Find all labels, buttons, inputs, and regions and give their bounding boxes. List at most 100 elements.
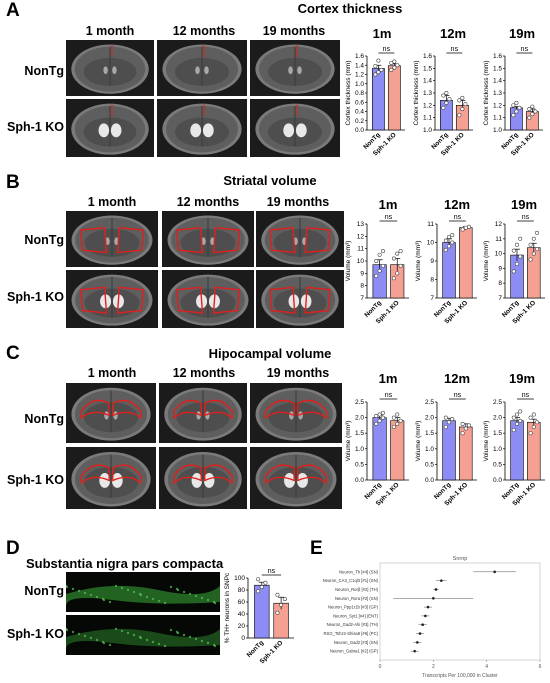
th-neuron	[169, 585, 173, 589]
th-neuron	[71, 630, 75, 634]
hippocampus-right-outline	[204, 399, 233, 420]
data-point	[395, 271, 400, 276]
y-tick-label: 2.5	[355, 399, 364, 406]
hippocampus-right-outline	[204, 464, 233, 485]
bar-sph1ko	[390, 420, 405, 481]
data-point	[443, 247, 448, 252]
chart-a-19m: Cortex thickness (mm) 1.0 1.1 1.2 1.3 1.4 1.5 1…	[481, 44, 547, 170]
cluster-point	[432, 596, 435, 600]
y-tick-label: 1.2	[355, 72, 364, 79]
y-axis-label: Cortex thickness (mm)	[413, 60, 420, 125]
th-neuron	[200, 596, 204, 600]
cluster-label: Neuron_Rorβ [#2] (TH)	[335, 587, 379, 592]
y-tick-label: 9	[360, 270, 364, 277]
data-point	[256, 589, 261, 594]
cluster-point	[440, 579, 443, 582]
th-neuron	[157, 642, 161, 646]
bar-sph1ko	[387, 65, 401, 131]
y-axis-label: Volume (mm³)	[345, 241, 352, 282]
data-point	[530, 111, 535, 116]
y-tick-label: 100	[234, 575, 245, 582]
y-tick-label: 0.8	[355, 90, 364, 97]
fluor-d-nontg	[66, 572, 220, 612]
significance-label: ns	[385, 214, 393, 221]
data-point	[518, 236, 523, 241]
data-point	[528, 431, 533, 436]
y-tick-label: 7	[498, 295, 502, 302]
ventricle-right	[203, 473, 215, 488]
hippocampus-left-outline	[264, 399, 295, 420]
chart-a-12m: Cortex thickness (mm) 1.0 1.1 1.2 1.3 1.4 1.5 1…	[411, 44, 477, 170]
cluster-label: Neuron_Gad2-Ahi [#3] (TH)	[327, 622, 379, 627]
y-tick-label: 9	[430, 258, 434, 265]
y-tick-label: 1.2	[423, 102, 432, 109]
data-point	[531, 251, 536, 256]
panel-letter-c: C	[6, 343, 20, 364]
cluster-label: RSG_Tshz2-Shisa8 [#6] (PC)	[324, 631, 379, 636]
data-point	[377, 412, 382, 417]
data-point	[389, 67, 394, 72]
chart-a-1m: Cortex thickness (mm) 0.0 0.2 0.4 0.6 0.8 1.0 1…	[343, 44, 409, 170]
data-point	[374, 273, 379, 278]
y-tick-label: 10	[427, 240, 435, 247]
data-point	[514, 109, 519, 114]
ventricle-left	[284, 473, 296, 488]
ventricle-left	[99, 473, 111, 488]
data-point	[398, 263, 403, 268]
data-point	[463, 426, 468, 431]
data-point	[531, 424, 536, 429]
data-point	[391, 276, 396, 281]
data-point	[466, 423, 471, 428]
y-tick-label: 9	[498, 265, 502, 272]
ventricle-left	[191, 473, 203, 488]
data-point	[380, 415, 385, 420]
striatum-right-outline	[116, 286, 145, 314]
th-neuron	[213, 644, 217, 648]
x-tick-label: 4	[485, 664, 488, 670]
data-point	[517, 105, 522, 110]
bar-nontg	[372, 68, 385, 131]
data-point	[450, 417, 455, 422]
bar-sph1ko	[459, 426, 473, 481]
data-point	[446, 244, 451, 249]
panel-a-col-1: 1 month	[85, 24, 135, 38]
y-tick-label: 1.5	[493, 430, 502, 437]
ventricle-left	[283, 123, 295, 138]
th-neuron	[145, 638, 149, 642]
data-point	[395, 412, 400, 417]
y-tick-label: 1.1	[423, 115, 432, 122]
panel-letter-e: E	[310, 538, 323, 559]
mri-a-nontg-19m	[250, 40, 340, 96]
hippocampus-left-outline	[80, 399, 110, 420]
data-point	[256, 577, 261, 582]
panel-b-graph-19m: 19m	[510, 197, 538, 212]
cluster-point	[416, 641, 419, 644]
panel-c-graph-12m: 12m	[443, 371, 471, 386]
significance-label: ns	[522, 214, 530, 221]
bar-nontg	[254, 584, 270, 639]
data-point	[457, 98, 462, 103]
y-tick-label: 0.6	[355, 99, 364, 106]
y-tick-label: 8	[360, 283, 364, 290]
y-tick-label: 2.5	[493, 399, 502, 406]
chart-e: Snrnp 0 2 4 6 Transcripts Per 100,000 in Clus…	[318, 553, 548, 679]
y-tick-label: 0.0	[355, 477, 364, 484]
chart-b-19m: Volume (mm³) 7 8 9 10 11 12 NonTg Sph-1 KO ns	[481, 212, 549, 338]
mri-c-nontg-12m	[159, 383, 247, 443]
data-point	[460, 227, 465, 232]
y-axis-label: Volume (mm³)	[415, 421, 422, 462]
data-point	[514, 421, 519, 426]
y-tick-label: 1.0	[423, 127, 432, 134]
cluster-point	[418, 632, 422, 635]
cluster-point	[421, 623, 424, 627]
th-neuron	[95, 595, 99, 599]
th-neuron	[83, 634, 87, 638]
th-neuron	[120, 586, 124, 590]
th-neuron	[114, 627, 118, 631]
panel-letter-b: B	[6, 172, 20, 193]
panel-d-row-nontg: NonTg	[24, 584, 64, 598]
y-tick-label: 2.0	[493, 415, 502, 422]
th-stained-region	[66, 585, 220, 606]
mri-a-ko-19m	[250, 99, 340, 157]
y-axis-label: Volume (mm³)	[415, 241, 422, 282]
